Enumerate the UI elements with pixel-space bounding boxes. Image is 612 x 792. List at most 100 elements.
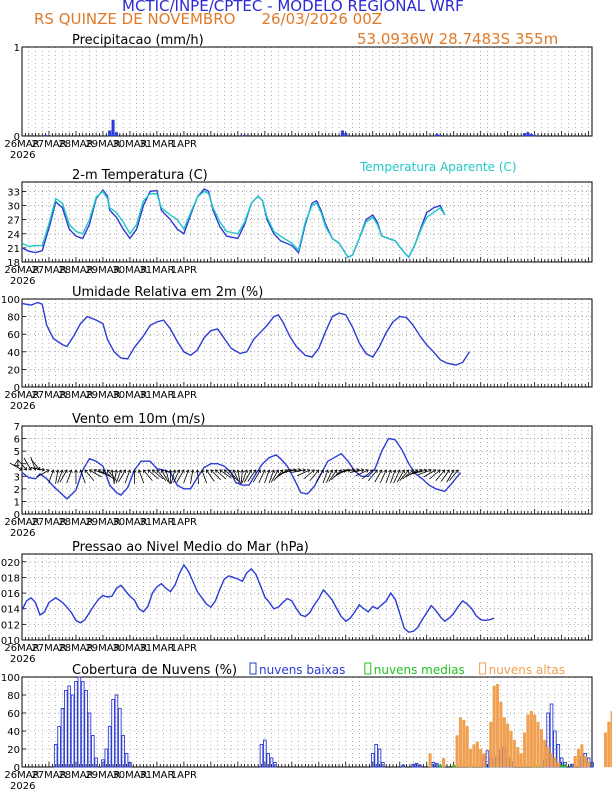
wind-arrowhead — [257, 469, 261, 474]
wind-barb — [435, 469, 446, 481]
wind-arrowhead — [432, 469, 437, 473]
bar — [529, 711, 533, 768]
bar — [522, 732, 527, 768]
bar — [77, 676, 82, 768]
bar — [111, 699, 115, 768]
panel-frame — [21, 298, 593, 388]
panel-precip — [21, 46, 593, 137]
wind-arrowhead — [41, 467, 46, 472]
panel-frame — [21, 46, 593, 137]
wind-barb — [237, 469, 241, 484]
bar — [452, 765, 456, 768]
x-tick-label: 31MAR — [139, 390, 174, 401]
wind-arrowhead — [428, 468, 432, 473]
bar — [44, 134, 48, 137]
wind-barb — [57, 469, 63, 484]
wind-arrowhead — [55, 469, 60, 473]
wind-arrowhead — [214, 469, 219, 473]
wind-arrowhead — [18, 467, 23, 471]
x-tick-label: 1APR — [171, 770, 197, 781]
wind-barb — [138, 469, 145, 484]
bar — [455, 735, 459, 768]
series-line — [21, 301, 471, 366]
panel-wind — [9, 425, 593, 515]
bar — [438, 134, 442, 137]
bar — [573, 756, 577, 768]
panel-title: Cobertura de Nuvens (%) — [72, 663, 237, 678]
y-tick-label: 24 — [7, 230, 20, 241]
wind-arrowhead — [437, 469, 441, 473]
wind-arrowhead — [450, 469, 455, 474]
wind-arrowhead — [338, 469, 342, 474]
wind-arrowhead — [302, 468, 307, 473]
wind-arrowhead — [181, 469, 185, 474]
wind-arrowhead — [156, 469, 160, 474]
series-line — [21, 188, 446, 259]
wind-barb — [210, 469, 222, 481]
y-tick-label: 60 — [7, 330, 20, 341]
wind-barb — [440, 469, 450, 482]
wind-arrowhead — [23, 466, 27, 471]
panel-clouds — [21, 662, 612, 768]
panel-frame — [21, 676, 593, 768]
bar — [87, 712, 92, 768]
y-tick-label: 30 — [7, 202, 20, 213]
bar — [243, 134, 247, 137]
bar — [411, 763, 416, 768]
wind-barb — [264, 469, 270, 484]
x-tick-label: 28MAR — [58, 139, 93, 150]
x-tick-label: 29MAR — [85, 390, 120, 401]
bar — [543, 739, 547, 768]
wind-arrowhead — [142, 469, 147, 474]
bar — [539, 729, 543, 768]
bar — [502, 717, 506, 768]
bar — [509, 730, 513, 768]
year-label: 2026 — [10, 276, 35, 287]
wind-barb — [408, 469, 423, 476]
wind-arrowhead — [88, 469, 93, 473]
y-tick-label: 100 — [1, 673, 20, 684]
wind-arrowhead — [164, 469, 169, 473]
bar — [381, 762, 385, 768]
x-tick-label: 31MAR — [139, 139, 174, 150]
x-tick-label: 26MAR — [4, 643, 39, 654]
wind-barb — [23, 457, 32, 471]
wind-arrowhead — [374, 469, 378, 474]
panel-frame — [21, 553, 593, 641]
x-tick-label: 29MAR — [85, 643, 120, 654]
x-tick-label: 27MAR — [31, 517, 66, 528]
bar — [273, 762, 277, 768]
y-tick-label: 20 — [7, 365, 20, 376]
wind-arrowhead — [441, 469, 446, 474]
series-line — [21, 190, 446, 259]
y-tick-label: 21 — [7, 244, 20, 255]
wind-barb — [402, 469, 414, 480]
x-tick-label: 27MAR — [31, 390, 66, 401]
bar — [67, 685, 72, 768]
wind-barb — [30, 459, 41, 471]
wind-arrowhead — [68, 469, 73, 474]
bar — [111, 119, 115, 137]
wind-barb — [30, 456, 36, 471]
wind-barb — [396, 469, 405, 483]
bar — [462, 720, 466, 768]
legend-swatch — [364, 662, 372, 675]
wind-barb — [176, 469, 185, 483]
panel-title: Pressao ao Nivel Medio do Mar (hPa) — [72, 540, 309, 555]
y-tick-label: 0 — [14, 510, 20, 521]
wind-barb — [390, 469, 396, 484]
bar — [104, 748, 109, 768]
bar — [374, 744, 378, 768]
y-tick-label: 2 — [14, 485, 20, 496]
x-tick-label: 27MAR — [31, 643, 66, 654]
wind-arrowhead — [118, 469, 123, 474]
y-tick-label: 6 — [14, 435, 20, 446]
wind-barb — [273, 469, 284, 481]
wind-arrowhead — [405, 469, 410, 474]
wind-barb — [124, 469, 131, 484]
y-tick-label: 7 — [14, 422, 20, 433]
x-tick-label: 26MAR — [4, 390, 39, 401]
year-label: 2026 — [10, 401, 35, 412]
y-tick-label: 40 — [7, 348, 20, 359]
